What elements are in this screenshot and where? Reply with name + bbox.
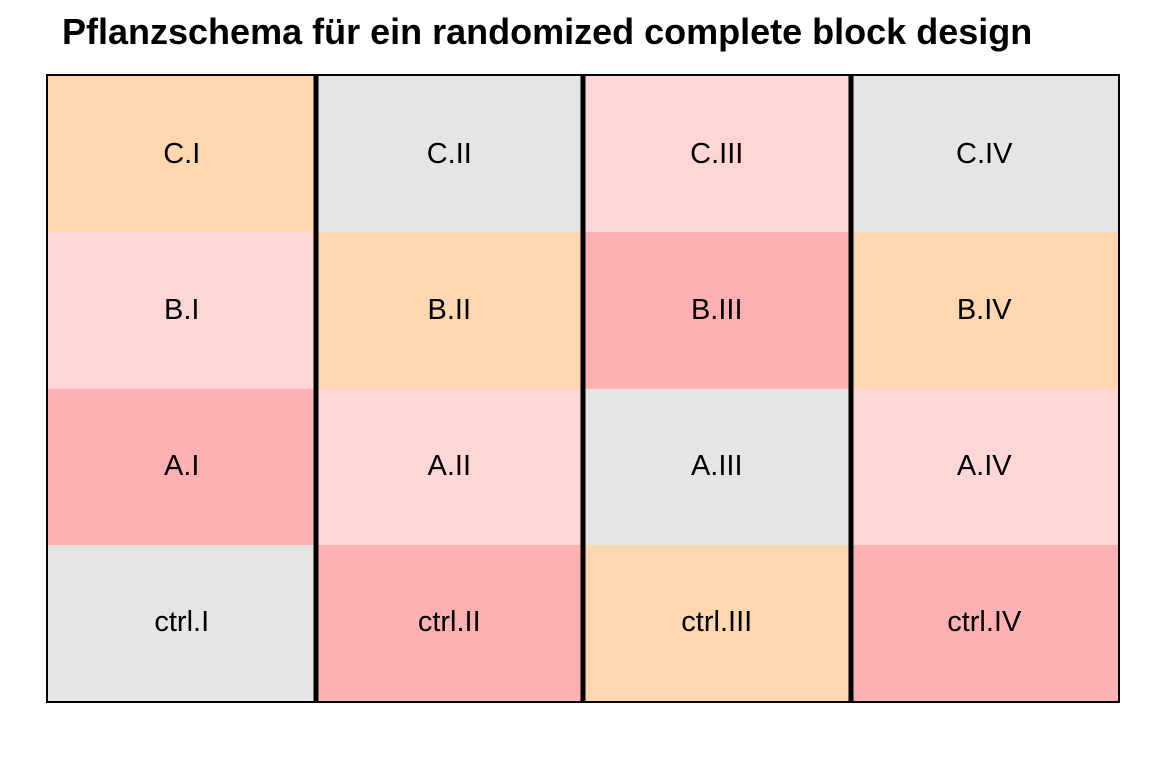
plot-cell-c-i: C.I [48, 76, 316, 233]
plot-cell-b-iv: B.IV [850, 232, 1118, 389]
plot-cell-a-i: A.I [48, 388, 316, 545]
plot-cell-ctrl-i: ctrl.I [48, 544, 316, 701]
diagram-title: Pflanzschema für ein randomized complete… [62, 11, 1033, 52]
plot-cell-a-iii: A.III [583, 388, 851, 545]
plot-cell-b-i: B.I [48, 232, 316, 389]
plot-cell-a-ii: A.II [315, 388, 583, 545]
plot-cell-ctrl-iii: ctrl.III [583, 544, 851, 701]
plot-cell-b-iii: B.III [583, 232, 851, 389]
plot-cell-ctrl-iv: ctrl.IV [850, 544, 1118, 701]
block-divider-1 [313, 76, 318, 701]
plot-cell-b-ii: B.II [315, 232, 583, 389]
plot-cell-a-iv: A.IV [850, 388, 1118, 545]
block-divider-2 [580, 76, 586, 701]
block-divider-3 [848, 76, 853, 701]
plot-cell-c-iv: C.IV [850, 76, 1118, 233]
plot-layout-grid: C.I C.II C.III C.IV B.I B.II B.III B.IV … [46, 74, 1120, 703]
plot-cell-c-ii: C.II [315, 76, 583, 233]
plot-cell-ctrl-ii: ctrl.II [315, 544, 583, 701]
plot-cell-c-iii: C.III [583, 76, 851, 233]
